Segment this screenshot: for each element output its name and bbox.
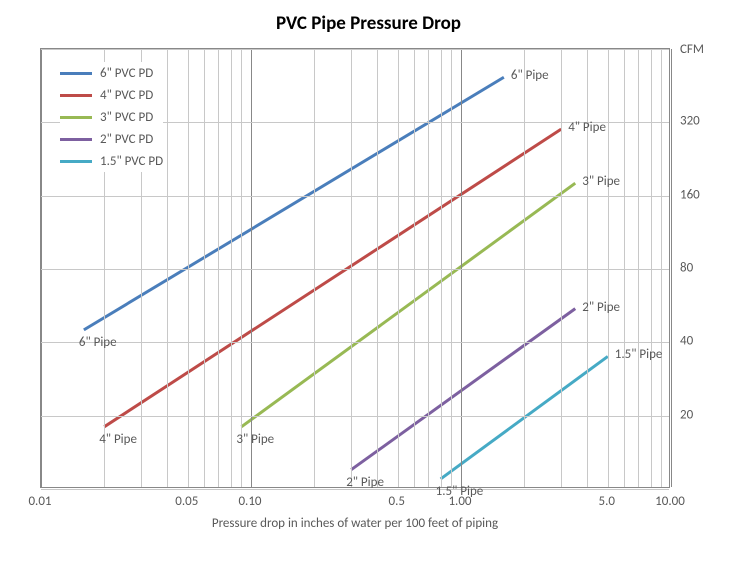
gridline-vertical xyxy=(204,49,205,487)
legend-swatch xyxy=(60,94,92,97)
y-tick-label: 320 xyxy=(680,114,700,129)
gridline-vertical xyxy=(624,49,625,487)
gridline-vertical xyxy=(41,49,42,487)
gridline-vertical xyxy=(188,49,189,487)
gridline-vertical xyxy=(671,49,672,487)
x-tick-label: 0.01 xyxy=(28,494,51,509)
gridline-horizontal xyxy=(41,49,669,50)
y-tick-label: 20 xyxy=(680,407,693,422)
gridline-vertical xyxy=(414,49,415,487)
gridline-vertical xyxy=(651,49,652,487)
series-end-label: 3" Pipe xyxy=(582,174,620,189)
gridline-vertical xyxy=(608,49,609,487)
y-tick-label: 160 xyxy=(680,187,700,202)
x-tick-label: 5.0 xyxy=(599,494,615,509)
gridline-vertical xyxy=(314,49,315,487)
y-tick-label: 80 xyxy=(680,261,693,276)
gridline-vertical xyxy=(398,49,399,487)
series-end-label: 2" Pipe xyxy=(582,300,620,315)
gridline-vertical xyxy=(587,49,588,487)
gridline-horizontal xyxy=(41,196,669,197)
gridline-vertical xyxy=(218,49,219,487)
gridline-vertical xyxy=(461,49,462,487)
gridline-vertical xyxy=(251,49,252,487)
legend-label: 3" PVC PD xyxy=(100,110,153,125)
gridline-horizontal xyxy=(41,269,669,270)
chart-title: PVC Pipe Pressure Drop xyxy=(0,12,737,35)
legend-swatch xyxy=(60,72,92,75)
legend-item: 4" PVC PD xyxy=(60,84,163,106)
y-tick-label: 40 xyxy=(680,334,693,349)
legend-item: 1.5" PVC PD xyxy=(60,150,163,172)
legend-label: 4" PVC PD xyxy=(100,88,153,103)
legend: 6" PVC PD 4" PVC PD 3" PVC PD 2" PVC PD 1.5"… xyxy=(60,62,163,172)
gridline-vertical xyxy=(561,49,562,487)
legend-item: 6" PVC PD xyxy=(60,62,163,84)
gridline-vertical xyxy=(638,49,639,487)
gridline-horizontal xyxy=(41,342,669,343)
series-start-label: 3" Pipe xyxy=(236,432,274,447)
gridline-vertical xyxy=(451,49,452,487)
legend-label: 2" PVC PD xyxy=(100,132,153,147)
series-start-label: 6" Pipe xyxy=(79,335,117,350)
series-start-label: 4" Pipe xyxy=(99,432,137,447)
legend-item: 2" PVC PD xyxy=(60,128,163,150)
series-line xyxy=(351,309,575,470)
gridline-vertical xyxy=(661,49,662,487)
gridline-vertical xyxy=(524,49,525,487)
gridline-vertical xyxy=(351,49,352,487)
x-axis-label: Pressure drop in inches of water per 100… xyxy=(40,516,670,531)
series-end-label: 4" Pipe xyxy=(568,120,606,135)
series-end-label: 6" Pipe xyxy=(511,68,549,83)
gridline-vertical xyxy=(167,49,168,487)
series-start-label: 2" Pipe xyxy=(346,475,384,490)
legend-label: 6" PVC PD xyxy=(100,66,153,81)
x-tick-label: 0.10 xyxy=(238,494,261,509)
legend-label: 1.5" PVC PD xyxy=(100,154,163,169)
gridline-vertical xyxy=(231,49,232,487)
x-tick-label: 0.5 xyxy=(389,494,405,509)
gridline-vertical xyxy=(441,49,442,487)
legend-swatch xyxy=(60,138,92,141)
x-tick-label: 10.00 xyxy=(655,494,685,509)
gridline-vertical xyxy=(241,49,242,487)
legend-swatch xyxy=(60,116,92,119)
series-start-label: 1.5" Pipe xyxy=(436,484,484,499)
series-end-label: 1.5" Pipe xyxy=(615,347,663,362)
gridline-vertical xyxy=(377,49,378,487)
x-tick-label: 0.05 xyxy=(175,494,198,509)
gridline-horizontal xyxy=(41,416,669,417)
gridline-vertical xyxy=(428,49,429,487)
legend-swatch xyxy=(60,160,92,163)
legend-item: 3" PVC PD xyxy=(60,106,163,128)
y-axis-title: CFM xyxy=(680,42,704,57)
